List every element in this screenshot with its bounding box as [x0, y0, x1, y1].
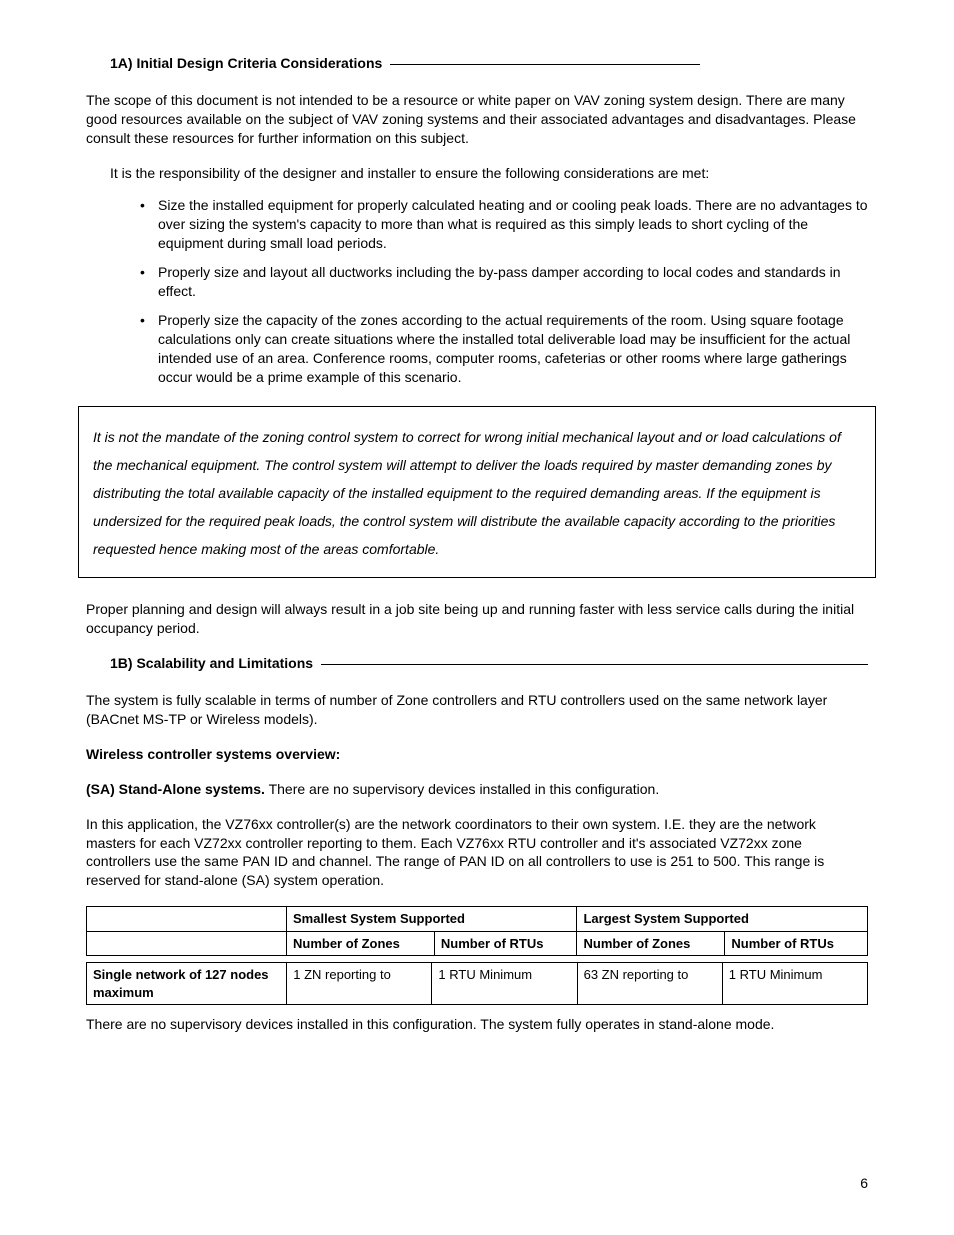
para-sa: (SA) Stand-Alone systems. There are no s… [86, 780, 868, 799]
list-item: Properly size the capacity of the zones … [140, 311, 868, 387]
col-rtus: Number of RTUs [434, 931, 577, 956]
para-1b-2: In this application, the VZ76xx controll… [86, 815, 868, 891]
section-1b-heading: 1B) Scalability and Limitations [86, 654, 868, 673]
para-1b-3: There are no supervisory devices install… [86, 1015, 868, 1034]
page-number: 6 [86, 1174, 868, 1193]
list-item: Properly size and layout all ductworks i… [140, 263, 868, 301]
sa-rest: There are no supervisory devices install… [265, 781, 659, 797]
subhead-wireless: Wireless controller systems overview: [86, 745, 868, 764]
table-row: Number of Zones Number of RTUs Number of… [87, 931, 868, 956]
row-label: Single network of 127 nodes maximum [87, 963, 287, 1005]
note-text: It is not the mandate of the zoning cont… [93, 429, 841, 557]
para-1a-1: The scope of this document is not intend… [86, 91, 868, 148]
para-1b-1: The system is fully scalable in terms of… [86, 691, 868, 729]
list-item: Size the installed equipment for properl… [140, 196, 868, 253]
bullet-list-1a: Size the installed equipment for properl… [86, 196, 868, 386]
para-1a-2: It is the responsibility of the designer… [86, 164, 868, 183]
table-row: Single network of 127 nodes maximum 1 ZN… [87, 963, 868, 1005]
col-group-small: Smallest System Supported [287, 907, 577, 932]
table-row: Smallest System Supported Largest System… [87, 907, 868, 932]
para-1a-3: Proper planning and design will always r… [86, 600, 868, 638]
cell-small-rtus: 1 RTU Minimum [432, 963, 577, 1005]
col-zones: Number of Zones [577, 931, 725, 956]
cell-large-rtus: 1 RTU Minimum [722, 963, 867, 1005]
cell-large-zones: 63 ZN reporting to [577, 963, 722, 1005]
heading-text: 1A) Initial Design Criteria Consideratio… [110, 54, 382, 73]
spec-table-header: Smallest System Supported Largest System… [86, 906, 868, 956]
heading-rule [321, 664, 868, 665]
section-1a-heading: 1A) Initial Design Criteria Consideratio… [86, 54, 868, 73]
col-group-large: Largest System Supported [577, 907, 868, 932]
note-box: It is not the mandate of the zoning cont… [78, 406, 876, 578]
col-rtus: Number of RTUs [725, 931, 868, 956]
cell-small-zones: 1 ZN reporting to [287, 963, 432, 1005]
heading-text: 1B) Scalability and Limitations [110, 654, 313, 673]
col-zones: Number of Zones [287, 931, 435, 956]
heading-rule [390, 64, 700, 65]
sa-label: (SA) Stand-Alone systems. [86, 781, 265, 797]
spec-table-body: Single network of 127 nodes maximum 1 ZN… [86, 962, 868, 1005]
